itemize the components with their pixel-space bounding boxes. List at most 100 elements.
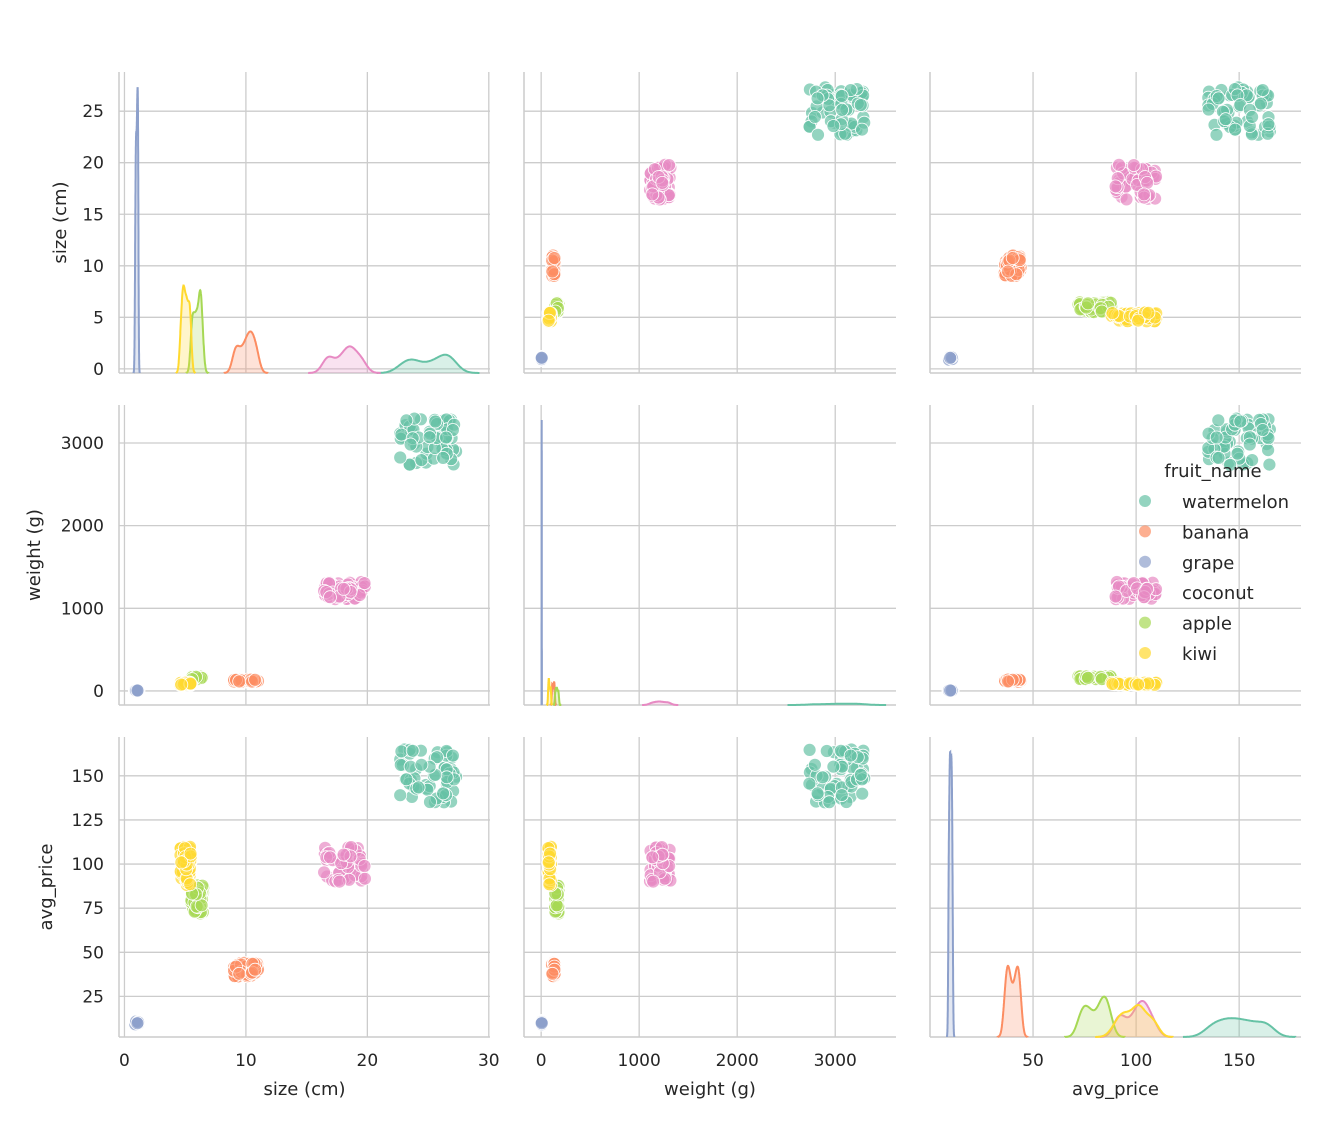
point-coconut [646, 851, 659, 864]
x-tick-label: 150 [1223, 1051, 1255, 1071]
y-tick-label: 15 [82, 205, 104, 225]
point-kiwi [542, 856, 555, 869]
point-coconut [1120, 193, 1133, 206]
point-watermelon [816, 771, 829, 784]
point-kiwi [1106, 678, 1119, 691]
point-banana [1002, 675, 1015, 688]
legend-label: coconut [1182, 583, 1254, 604]
point-watermelon [406, 744, 419, 757]
y-tick-label: 25 [82, 102, 104, 122]
point-coconut [337, 582, 350, 595]
x-axis-label: weight (g) [664, 1079, 756, 1100]
legend: fruit_name watermelonbananagrapecoconuta… [1139, 461, 1289, 665]
point-coconut [663, 159, 676, 172]
legend-marker [1139, 495, 1151, 507]
y-tick-label: 75 [82, 899, 104, 919]
panel-0-2 [930, 72, 1301, 373]
point-watermelon [1262, 118, 1275, 131]
y-axis-label: size (cm) [50, 181, 71, 263]
point-grape [944, 684, 957, 697]
panel-0-0: 0 5 10 15 20 25 size (cm) [50, 72, 490, 380]
y-tick-label: 150 [72, 767, 104, 787]
legend-marker [1139, 647, 1151, 659]
point-grape [535, 351, 548, 364]
point-banana [546, 265, 559, 278]
point-watermelon [1229, 123, 1242, 136]
point-coconut [333, 875, 346, 888]
y-tick-label: 5 [93, 308, 104, 328]
point-coconut [1138, 188, 1151, 201]
x-tick-label: 1000 [618, 1051, 661, 1071]
point-watermelon [446, 749, 459, 762]
point-watermelon [423, 431, 436, 444]
point-watermelon [1234, 415, 1247, 428]
x-axis-label: avg_price [1072, 1079, 1159, 1100]
y-axis-label: avg_price [36, 844, 57, 931]
y-tick-label: 50 [82, 943, 104, 963]
point-kiwi [1132, 314, 1145, 327]
point-banana [1006, 252, 1019, 265]
point-watermelon [1263, 458, 1276, 471]
point-watermelon [1210, 128, 1223, 141]
point-banana [233, 675, 246, 688]
point-coconut [1113, 158, 1126, 171]
point-coconut [324, 851, 337, 864]
point-coconut [318, 866, 331, 879]
point-watermelon [429, 415, 442, 428]
x-tick-label: 0 [119, 1051, 130, 1071]
x-tick-label: 20 [357, 1051, 379, 1071]
point-coconut [646, 188, 659, 201]
point-banana [548, 252, 561, 265]
point-watermelon [394, 451, 407, 464]
point-coconut [647, 875, 660, 888]
point-watermelon [844, 749, 857, 762]
y-tick-label: 3000 [61, 434, 104, 454]
point-watermelon [404, 438, 417, 451]
legend-item-apple: apple [1139, 614, 1232, 635]
point-watermelon [1212, 414, 1225, 427]
point-watermelon [811, 92, 824, 105]
y-tick-label: 20 [82, 154, 104, 174]
point-apple [1082, 297, 1095, 310]
point-watermelon [1246, 110, 1259, 123]
y-tick-label: 0 [93, 360, 104, 380]
point-watermelon [1256, 84, 1269, 97]
point-watermelon [400, 773, 413, 786]
point-coconut [1109, 180, 1122, 193]
point-watermelon [1243, 438, 1256, 451]
point-watermelon [820, 745, 833, 758]
legend-label: kiwi [1182, 644, 1217, 665]
point-kiwi [175, 678, 188, 691]
point-kiwi [1132, 678, 1145, 691]
point-grape [131, 1017, 144, 1030]
point-grape [944, 351, 957, 364]
point-watermelon [854, 768, 867, 781]
point-watermelon [1212, 92, 1225, 105]
point-watermelon [412, 781, 425, 794]
point-banana [1002, 265, 1015, 278]
x-tick-label: 100 [1120, 1051, 1152, 1071]
point-watermelon [440, 771, 453, 784]
point-watermelon [823, 796, 836, 809]
point-watermelon [835, 789, 848, 802]
point-watermelon [856, 123, 869, 136]
point-watermelon [856, 787, 869, 800]
legend-title: fruit_name [1164, 461, 1261, 482]
point-watermelon [415, 758, 428, 771]
legend-label: watermelon [1182, 492, 1289, 513]
legend-item-watermelon: watermelon [1139, 492, 1289, 513]
point-banana [546, 967, 559, 980]
point-coconut [1141, 176, 1154, 189]
point-kiwi [1106, 307, 1119, 320]
point-coconut [358, 872, 371, 885]
y-tick-label: 100 [72, 855, 104, 875]
point-coconut [1127, 159, 1140, 172]
point-kiwi [543, 878, 556, 891]
y-tick-label: 10 [82, 257, 104, 277]
point-kiwi [184, 878, 197, 891]
point-watermelon [415, 454, 428, 467]
x-tick-label: 3000 [814, 1051, 857, 1071]
legend-marker [1139, 525, 1151, 537]
